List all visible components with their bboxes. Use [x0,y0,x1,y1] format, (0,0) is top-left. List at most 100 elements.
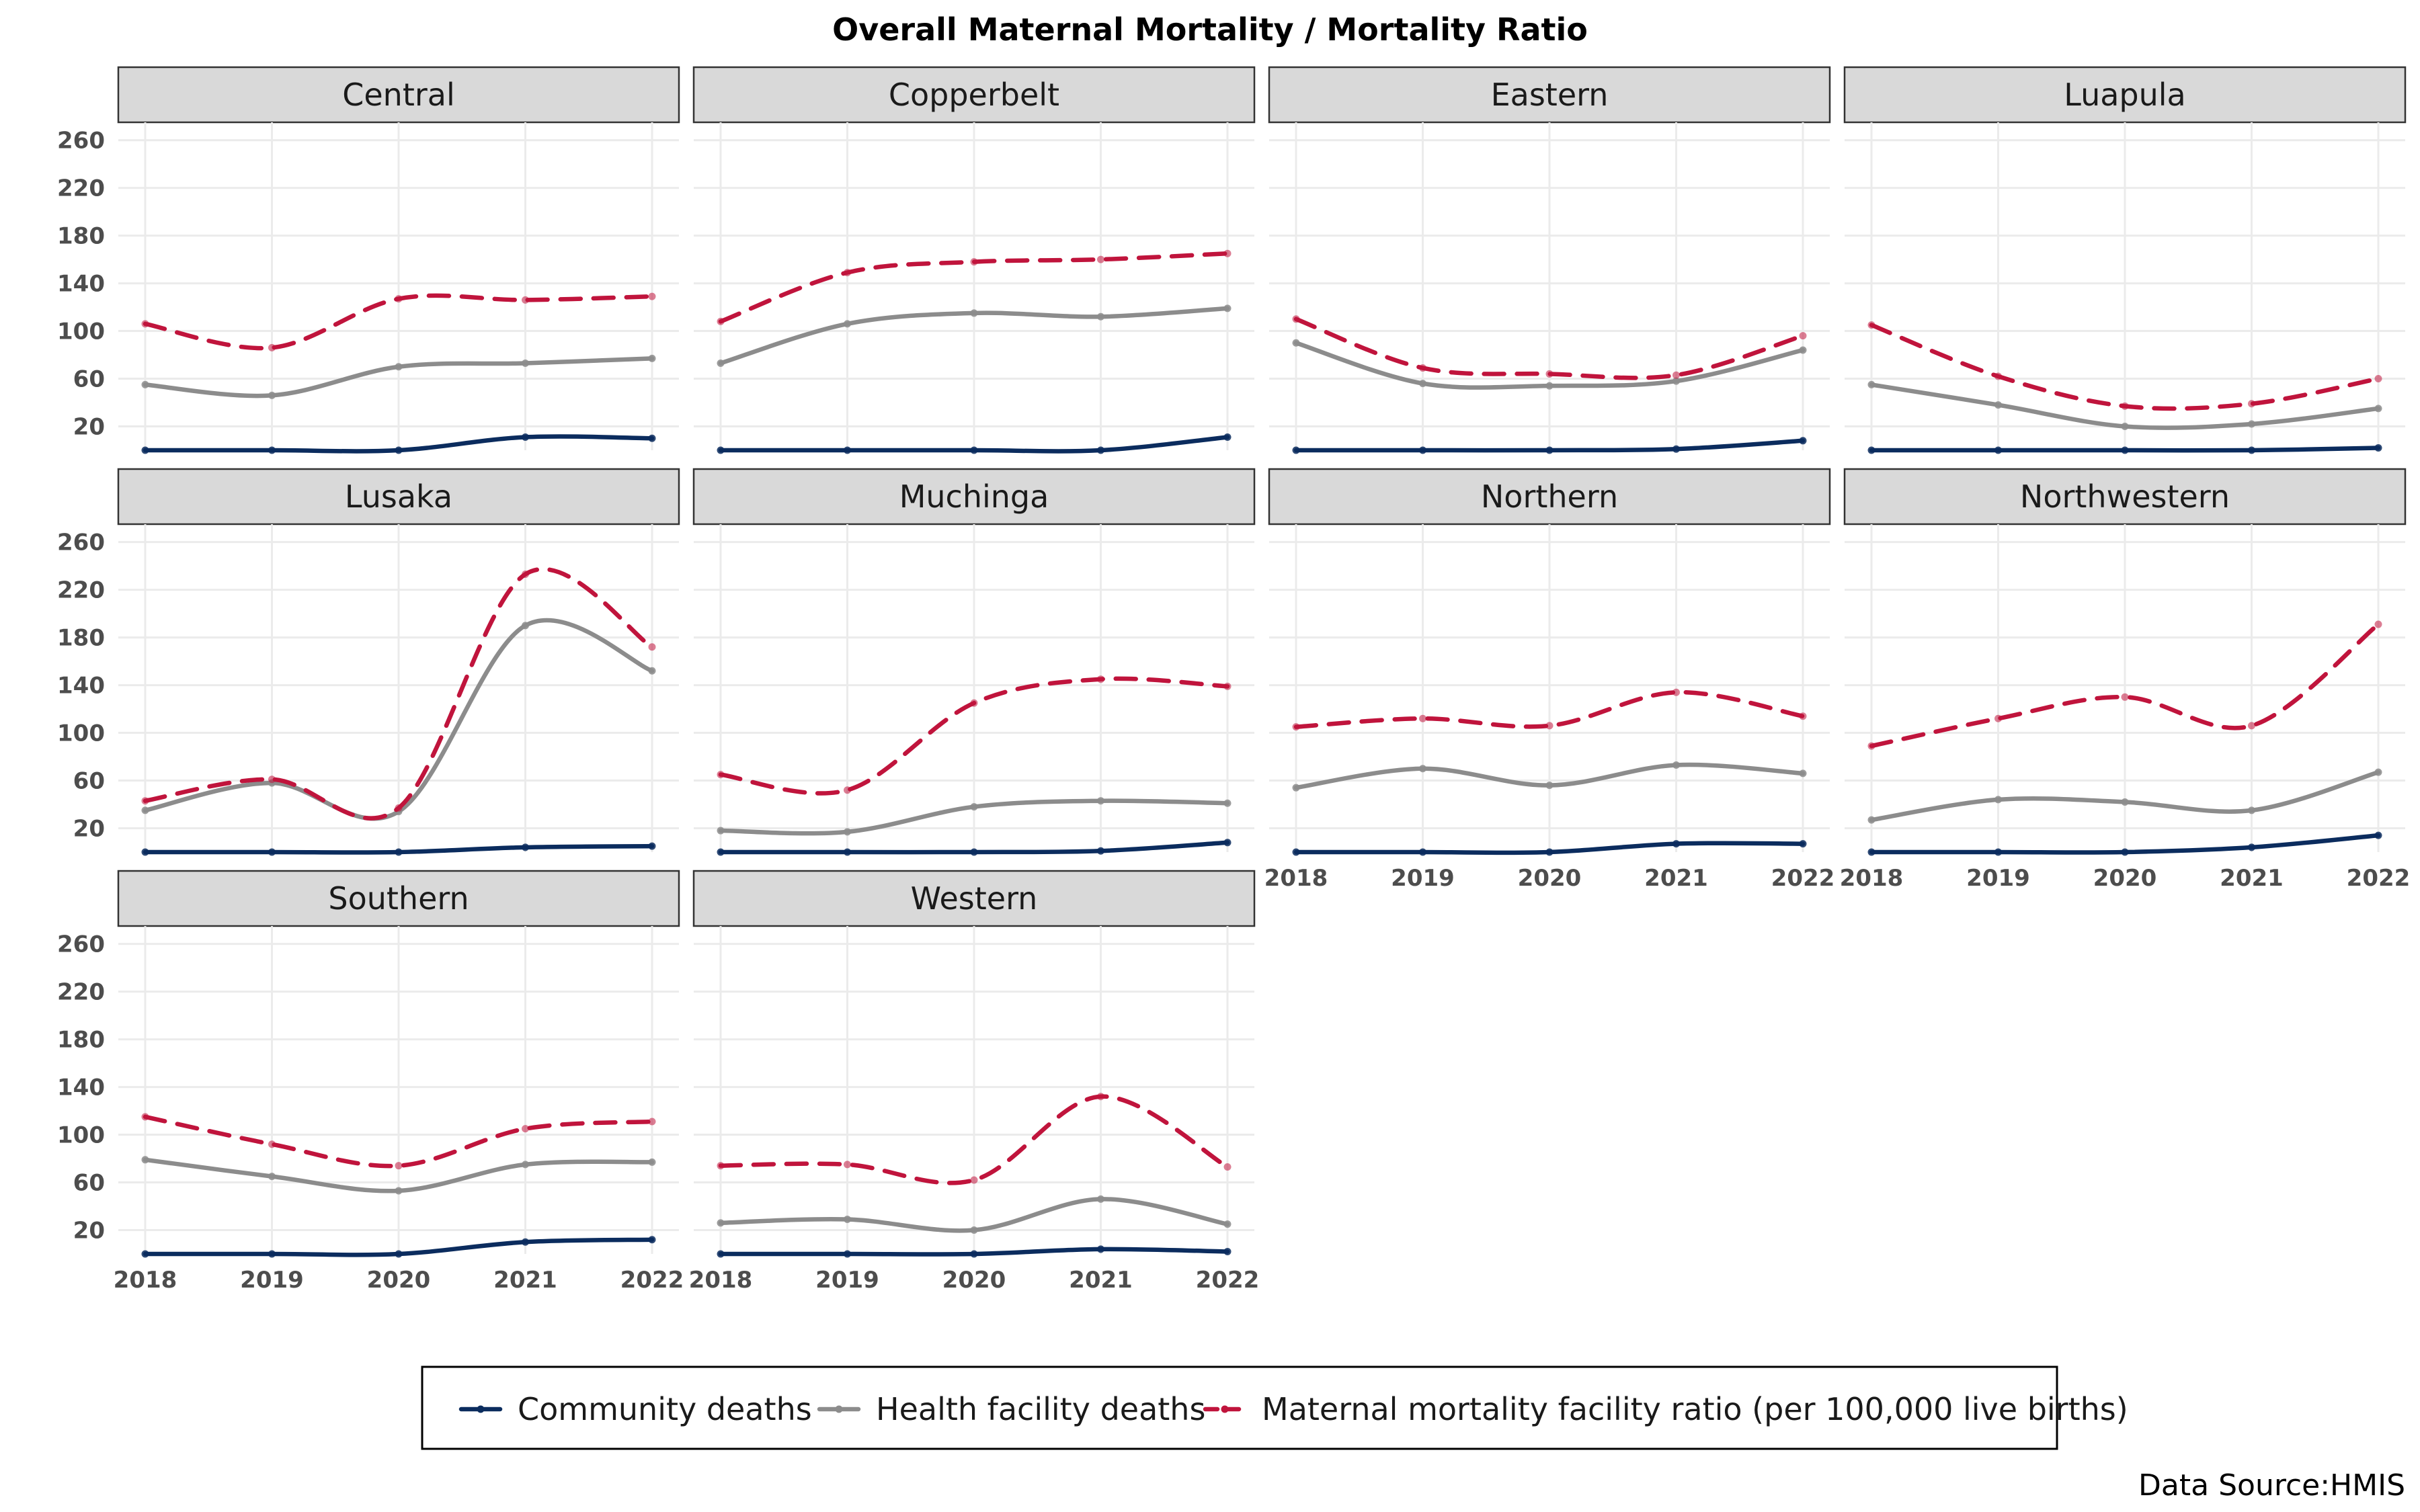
data-point-health-facility-deaths [1867,380,1876,388]
series-line-health-facility-deaths [143,618,655,821]
data-point-health-facility-deaths [1097,1195,1104,1203]
x-tick-label: 2021 [493,1267,557,1294]
data-point-community-deaths [1097,847,1104,855]
x-tick-label: 2019 [815,1267,879,1294]
data-point-community-deaths [1419,848,1426,856]
data-point-maternal-mortality-facility-ratio-per-100-000-live-births [1867,321,1876,329]
data-point-community-deaths [648,1236,656,1244]
data-point-maternal-mortality-facility-ratio-per-100-000-live-births [648,292,656,300]
legend-key-point [477,1405,485,1413]
data-point-health-facility-deaths [1672,761,1680,769]
y-tick-label: 140 [57,1075,105,1101]
legend-item-maternal-mortality-facility-ratio-per-100-000-live-births: Maternal mortality facility ratio (per 1… [1203,1391,2128,1427]
data-point-maternal-mortality-facility-ratio-per-100-000-live-births [1223,1163,1232,1171]
gridlines [1269,524,1830,852]
data-point-health-facility-deaths [1994,401,2002,409]
y-tick-label: 220 [57,577,105,604]
data-point-maternal-mortality-facility-ratio-per-100-000-live-births [2374,375,2382,383]
data-point-maternal-mortality-facility-ratio-per-100-000-live-births [1223,249,1232,257]
data-point-health-facility-deaths [522,1161,529,1169]
data-point-health-facility-deaths [522,622,529,630]
data-point-community-deaths [1292,848,1300,856]
data-point-health-facility-deaths [844,1216,851,1224]
data-point-maternal-mortality-facility-ratio-per-100-000-live-births [2121,402,2129,410]
data-point-maternal-mortality-facility-ratio-per-100-000-live-births [844,1161,851,1169]
data-point-community-deaths [395,446,403,454]
y-tick-label: 220 [57,175,105,202]
data-point-community-deaths [1672,445,1680,453]
facet-strip-label: Central [342,77,455,113]
data-point-community-deaths [395,1250,403,1258]
facet-strip [1268,468,1831,526]
data-point-health-facility-deaths [1799,769,1807,778]
data-point-maternal-mortality-facility-ratio-per-100-000-live-births [1292,723,1300,731]
data-point-community-deaths [970,1250,978,1258]
data-point-community-deaths [844,848,851,856]
facet-strip-label: Northern [1481,478,1618,515]
y-tick-label: 140 [57,673,105,700]
data-point-community-deaths [1799,840,1807,848]
data-point-health-facility-deaths [1223,1220,1232,1228]
data-point-community-deaths [844,446,851,454]
data-point-maternal-mortality-facility-ratio-per-100-000-live-births [970,699,978,707]
panel-northwestern: Northwestern 2018 2019 2020 2021 2022 [1840,468,2410,892]
data-point-health-facility-deaths [1223,304,1232,312]
data-point-maternal-mortality-facility-ratio-per-100-000-live-births [1799,712,1807,720]
data-point-maternal-mortality-facility-ratio-per-100-000-live-births [1672,688,1680,696]
data-point-health-facility-deaths [395,363,403,371]
panel-muchinga: Muchinga [692,468,1256,856]
x-tick-label: 2021 [1069,1267,1133,1294]
data-point-health-facility-deaths [1097,797,1104,805]
data-point-community-deaths [268,1250,276,1258]
data-point-health-facility-deaths [2374,405,2382,413]
data-point-health-facility-deaths [717,359,725,367]
gridlines [694,122,1254,450]
data-point-community-deaths [2121,446,2129,454]
legend-label: Community deaths [518,1391,812,1427]
data-source-note: Data Source:HMIS [2138,1468,2405,1503]
data-point-maternal-mortality-facility-ratio-per-100-000-live-births [1867,742,1876,750]
data-point-health-facility-deaths [844,828,851,836]
x-tick-label: 2020 [942,1267,1006,1294]
x-tick-label: 2019 [240,1267,304,1294]
facet-strip [692,468,1256,526]
data-point-health-facility-deaths [970,1226,978,1234]
y-tick-label: 60 [73,768,105,795]
data-point-maternal-mortality-facility-ratio-per-100-000-live-births [1097,255,1104,263]
data-point-health-facility-deaths [141,806,149,814]
data-point-community-deaths [717,446,725,454]
facet-strip [117,468,680,526]
data-point-health-facility-deaths [648,1158,656,1166]
data-point-maternal-mortality-facility-ratio-per-100-000-live-births [1097,675,1104,683]
legend-label: Health facility deaths [876,1391,1205,1427]
y-tick-label: 260 [57,931,105,958]
chart-title: Overall Maternal Mortality / Mortality R… [832,11,1588,48]
data-point-health-facility-deaths [268,391,276,399]
legend-item-community-deaths: Community deaths [458,1391,812,1427]
data-point-maternal-mortality-facility-ratio-per-100-000-live-births [970,258,978,266]
data-point-community-deaths [844,1250,851,1258]
data-point-health-facility-deaths [1292,339,1300,347]
data-point-maternal-mortality-facility-ratio-per-100-000-live-births [970,1176,978,1184]
legend-item-health-facility-deaths: Health facility deaths [817,1391,1205,1427]
data-point-health-facility-deaths [2121,423,2129,431]
data-point-maternal-mortality-facility-ratio-per-100-000-live-births [268,775,276,784]
y-tick-label: 220 [57,979,105,1006]
data-point-maternal-mortality-facility-ratio-per-100-000-live-births [648,1118,656,1126]
facet-strip-label: Muchinga [899,478,1049,515]
y-tick-label: 100 [57,319,105,345]
data-point-maternal-mortality-facility-ratio-per-100-000-live-births [844,786,851,794]
data-point-community-deaths [268,446,276,454]
gridlines [118,926,679,1254]
series-line-maternal-mortality-facility-ratio-per-100-000-live-births [1869,622,2381,749]
data-point-maternal-mortality-facility-ratio-per-100-000-live-births [2121,693,2129,701]
data-point-community-deaths [141,848,149,856]
y-tick-label: 20 [73,1218,105,1245]
facet-strip [692,66,1256,124]
data-point-maternal-mortality-facility-ratio-per-100-000-live-births [1545,370,1554,378]
data-point-maternal-mortality-facility-ratio-per-100-000-live-births [717,317,725,325]
data-point-health-facility-deaths [717,1219,725,1227]
x-tick-label: 2018 [1840,865,1904,892]
data-point-maternal-mortality-facility-ratio-per-100-000-live-births [522,1125,529,1133]
